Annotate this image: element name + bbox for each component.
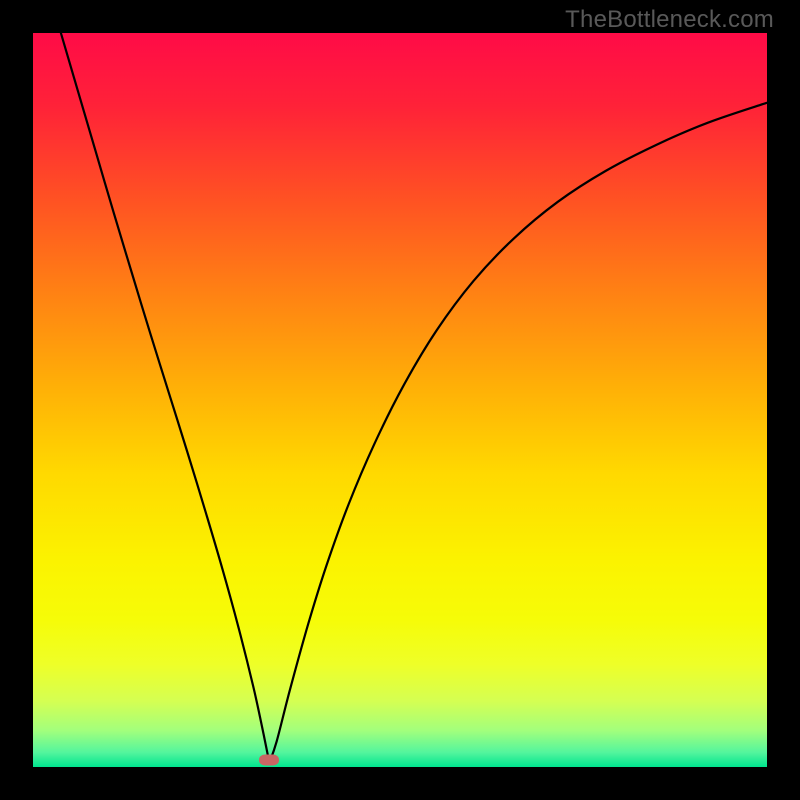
watermark-text: TheBottleneck.com (565, 6, 774, 34)
bottleneck-curve (33, 33, 767, 767)
plot-area (33, 33, 767, 767)
optimal-point-marker (259, 754, 279, 765)
chart-frame: TheBottleneck.com (0, 0, 800, 800)
